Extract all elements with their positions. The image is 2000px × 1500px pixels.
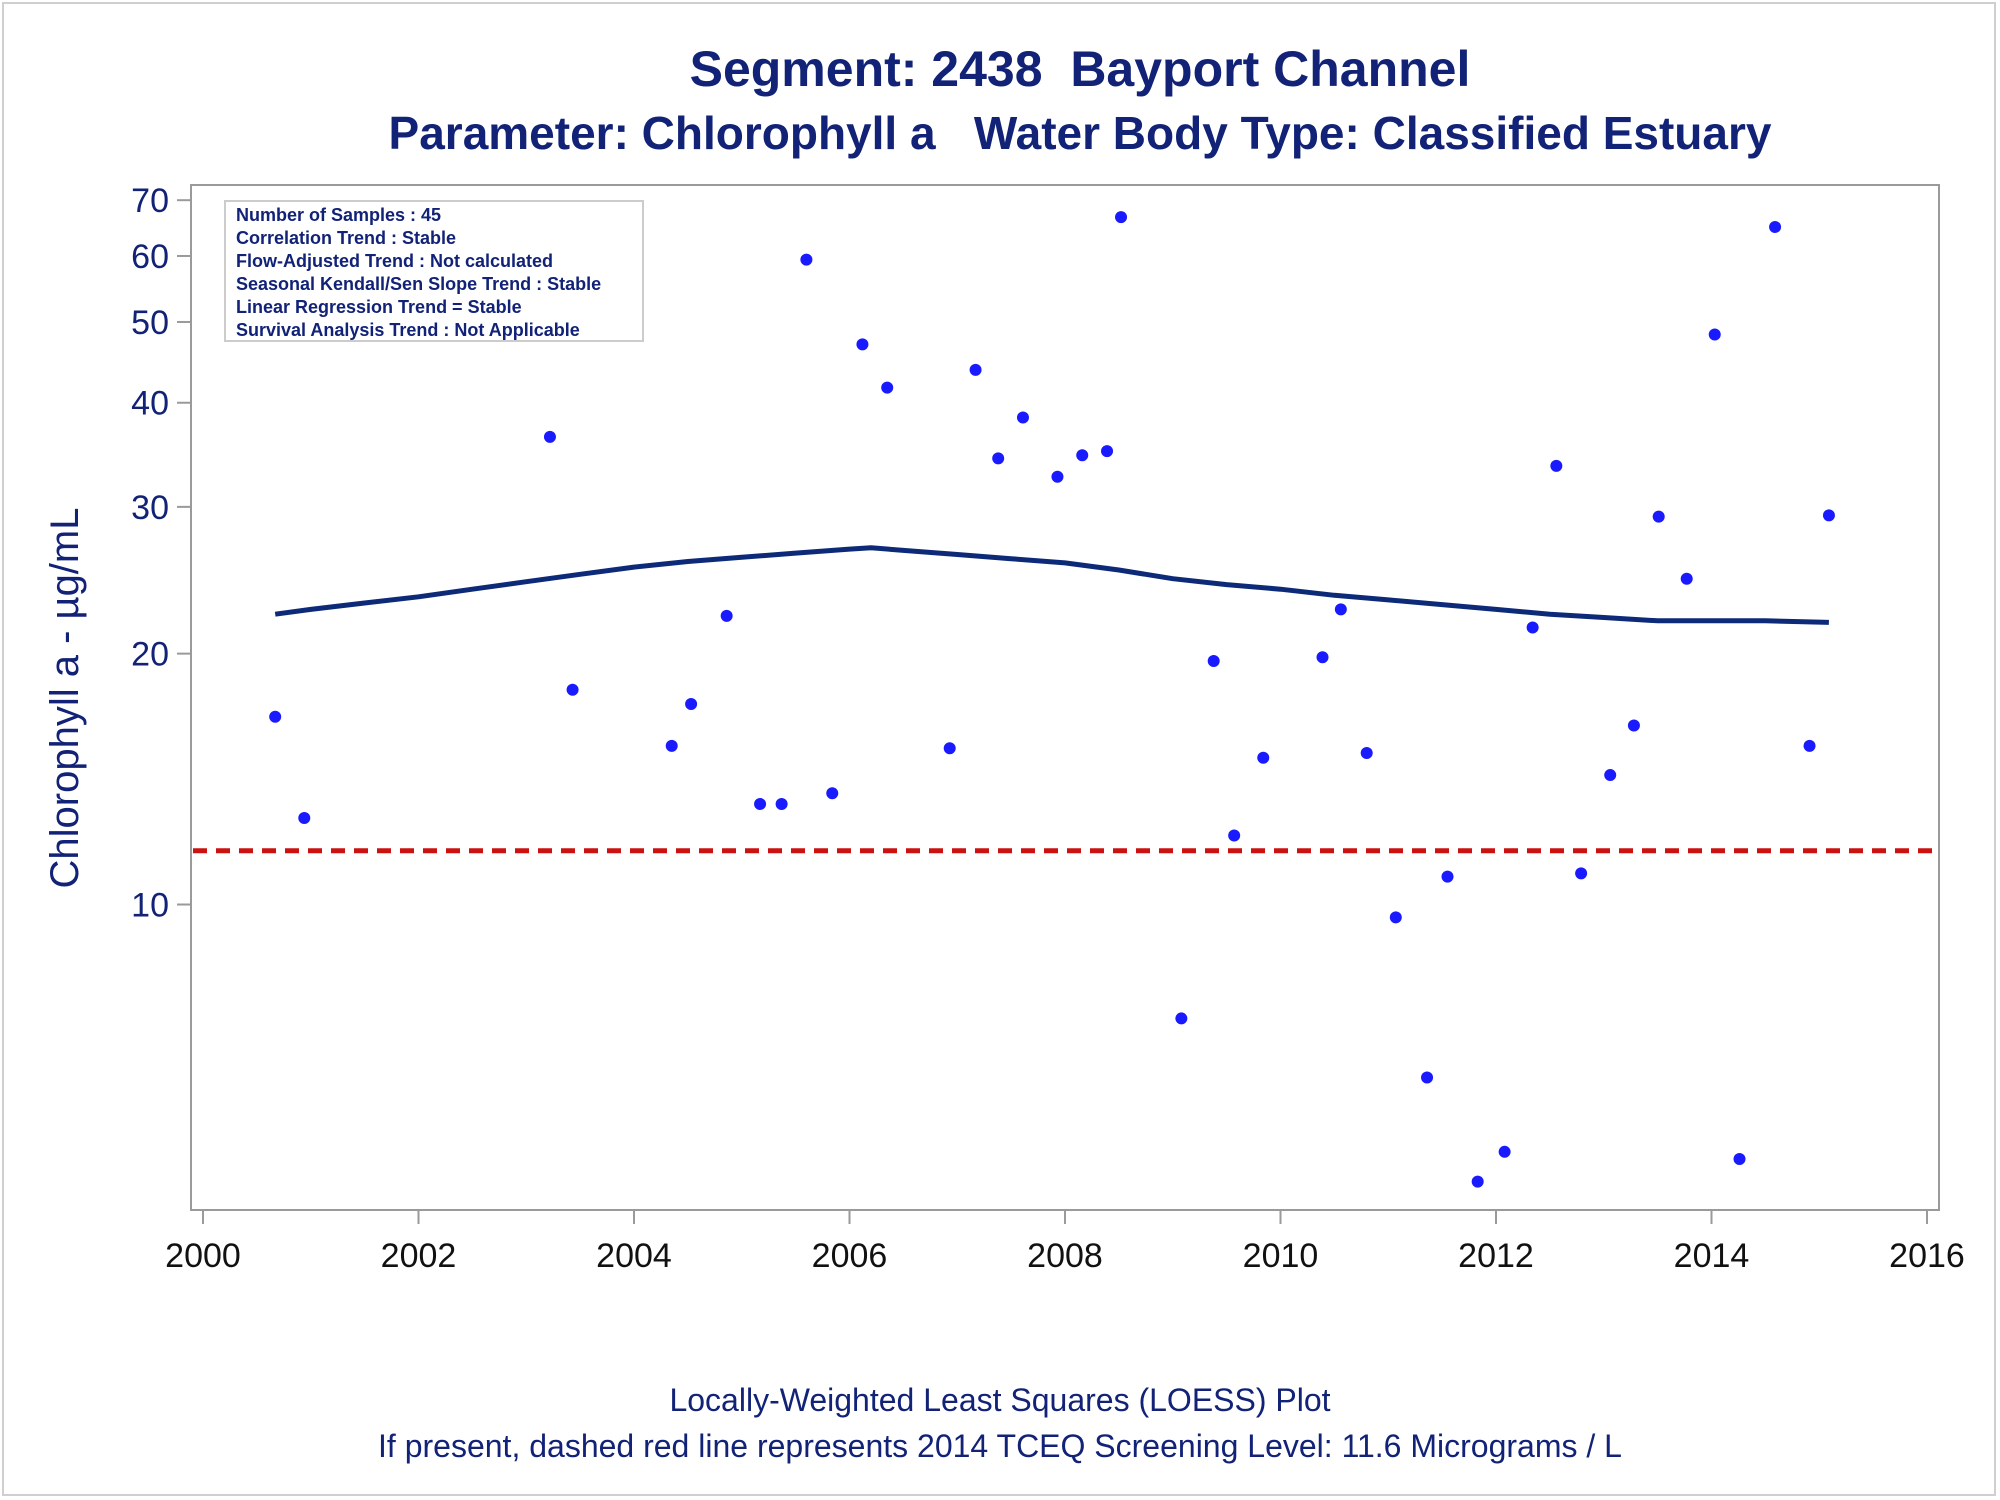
data-point — [1016, 411, 1029, 424]
data-point — [1680, 572, 1693, 585]
data-point — [1051, 470, 1064, 483]
y-tick-label: 10 — [131, 887, 169, 925]
data-point — [1708, 328, 1721, 341]
data-point — [1389, 911, 1402, 924]
data-point — [1822, 509, 1835, 522]
data-point — [992, 452, 1005, 465]
y-tick-label: 40 — [131, 385, 169, 423]
y-tick-label: 30 — [131, 489, 169, 527]
x-tick-label: 2016 — [1889, 1237, 1965, 1275]
legend-item: Linear Regression Trend = Stable — [236, 297, 522, 317]
trend-legend: Number of Samples : 45 Correlation Trend… — [224, 200, 644, 342]
data-point — [269, 710, 282, 723]
data-point — [1733, 1153, 1746, 1166]
data-point — [1526, 621, 1539, 634]
legend-item: Correlation Trend : Stable — [236, 228, 456, 248]
data-point — [1207, 654, 1220, 667]
data-point — [1257, 751, 1270, 764]
data-point — [1101, 445, 1114, 458]
data-point — [1115, 211, 1128, 224]
data-point — [943, 742, 956, 755]
data-point — [665, 739, 678, 752]
x-tick-label: 2010 — [1243, 1237, 1319, 1275]
legend-item: Flow-Adjusted Trend : Not calculated — [236, 251, 553, 271]
data-point — [856, 338, 869, 351]
data-point — [685, 698, 698, 711]
y-tick-label: 70 — [131, 182, 169, 220]
data-point — [1575, 867, 1588, 880]
legend-item: Number of Samples : 45 — [236, 205, 441, 225]
y-tick-label: 50 — [131, 304, 169, 342]
x-tick-label: 2012 — [1458, 1237, 1534, 1275]
data-point — [1652, 510, 1665, 523]
y-tick-label: 60 — [131, 238, 169, 276]
data-points — [269, 211, 1835, 1188]
data-point — [800, 253, 813, 266]
data-point — [1360, 746, 1373, 759]
legend-item: Survival Analysis Trend : Not Applicable — [236, 320, 580, 340]
data-point — [1498, 1145, 1511, 1158]
data-point — [566, 683, 579, 696]
data-point — [543, 430, 556, 443]
x-tick-label: 2002 — [381, 1237, 457, 1275]
data-point — [298, 812, 311, 825]
data-point — [1228, 829, 1241, 842]
footer-line-1: Locally-Weighted Least Squares (LOESS) P… — [669, 1382, 1331, 1418]
loess-curve — [274, 545, 1829, 625]
x-axis: 2000 2002 2004 2006 2008 2010 2012 2014 2016 — [165, 1210, 1965, 1275]
data-point — [754, 798, 767, 811]
data-point — [775, 798, 788, 811]
data-point — [1803, 739, 1816, 752]
x-tick-label: 2008 — [1027, 1237, 1103, 1275]
data-point — [1441, 870, 1454, 883]
x-tick-label: 2014 — [1674, 1237, 1750, 1275]
y-axis-label: Chlorophyll a - µg/mL — [43, 508, 87, 889]
data-point — [1175, 1012, 1188, 1025]
chart-subtitle: Parameter: Chlorophyll a Water Body Type… — [388, 107, 1772, 159]
data-point — [826, 787, 839, 800]
chart-title: Segment: 2438 Bayport Channel — [689, 41, 1471, 97]
data-point — [969, 363, 982, 376]
x-tick-label: 2006 — [812, 1237, 888, 1275]
legend-item: Seasonal Kendall/Sen Slope Trend : Stabl… — [236, 274, 601, 294]
legend-box — [224, 200, 644, 342]
data-point — [1334, 603, 1347, 616]
data-point — [1604, 769, 1617, 782]
data-point — [1316, 651, 1329, 664]
data-point — [1627, 719, 1640, 732]
x-tick-label: 2000 — [165, 1237, 241, 1275]
data-point — [1550, 459, 1563, 472]
data-point — [1471, 1175, 1484, 1188]
footer-line-2: If present, dashed red line represents 2… — [378, 1428, 1622, 1464]
data-point — [720, 609, 733, 622]
data-point — [1076, 449, 1089, 462]
y-tick-label: 20 — [131, 636, 169, 674]
data-point — [1421, 1071, 1434, 1084]
x-tick-label: 2004 — [596, 1237, 672, 1275]
y-axis: 10 20 30 40 50 60 70 — [131, 182, 191, 925]
data-point — [1769, 221, 1782, 234]
data-point — [881, 381, 894, 394]
